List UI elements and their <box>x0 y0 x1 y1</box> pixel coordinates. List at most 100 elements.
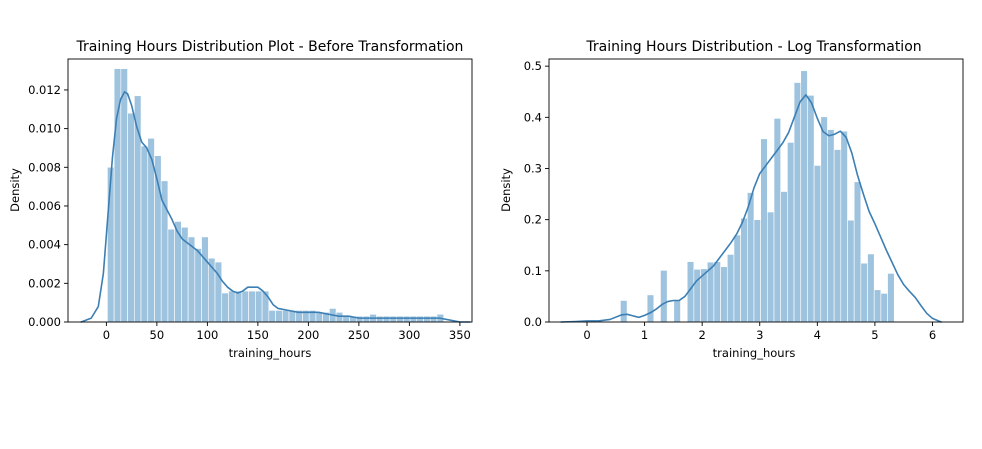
kde-line <box>80 91 471 323</box>
histogram-bar <box>234 290 243 323</box>
histogram-bar <box>827 129 835 323</box>
x-tick-label: 250 <box>348 328 370 342</box>
y-tick-label: 0.1 <box>524 264 542 278</box>
histogram-bar <box>873 289 882 323</box>
y-tick-label: 0.010 <box>28 122 61 136</box>
histogram-bar <box>673 299 681 323</box>
histogram-bar <box>733 234 741 323</box>
histogram-bar <box>747 192 755 323</box>
x-tick-label: 300 <box>398 328 420 342</box>
histogram-bar <box>396 315 404 323</box>
histogram-bar <box>429 315 438 323</box>
histogram-bar <box>423 315 431 323</box>
histogram-bar <box>726 254 735 323</box>
histogram-bar <box>362 315 371 323</box>
y-tick-label: 0.3 <box>524 161 542 175</box>
histogram-bar <box>767 211 775 323</box>
histogram-bar <box>248 290 256 323</box>
histogram-bar <box>860 262 868 323</box>
histogram-bar <box>403 315 411 323</box>
x-tick-label: 200 <box>297 328 319 342</box>
plot-frame <box>67 58 473 323</box>
plot-frame <box>548 58 964 323</box>
histogram-bar <box>853 181 862 323</box>
y-tick-label: 0.5 <box>524 59 542 73</box>
x-tick-label: 3 <box>756 328 763 342</box>
x-tick-label: 5 <box>871 328 878 342</box>
chart-title: Training Hours Distribution - Log Transf… <box>585 39 921 55</box>
histogram-bar <box>167 228 175 323</box>
x-tick-label: 150 <box>247 328 269 342</box>
histogram-bar <box>713 261 721 323</box>
chart-log-transformation: Training Hours Distribution - Log Transf… <box>499 39 964 360</box>
x-axis-label: training_hours <box>229 346 312 360</box>
y-tick-label: 0.002 <box>28 276 61 290</box>
histogram-bar <box>241 290 249 323</box>
histogram-bar <box>760 138 768 323</box>
y-tick-label: 0.012 <box>28 83 61 97</box>
histogram-bar <box>793 82 802 323</box>
x-tick-label: 1 <box>641 328 648 342</box>
plot-area: 0 50 100 150 200 250 300 350 0.000 0.002 0.004 0.00… <box>28 58 473 342</box>
y-tick-label: 0.004 <box>28 238 61 252</box>
histogram-bar <box>221 292 229 323</box>
histogram-bar <box>120 68 128 323</box>
histogram-bar <box>720 266 728 323</box>
histogram-bar <box>376 315 384 323</box>
y-tick-label: 0.0 <box>524 315 542 329</box>
histogram-bar <box>840 130 848 323</box>
histogram-bar <box>800 70 808 323</box>
y-axis-label: Density <box>8 168 22 212</box>
chart-title: Training Hours Distribution Plot - Befor… <box>76 39 464 55</box>
kde-line <box>560 94 942 323</box>
x-tick-label: 0 <box>103 328 110 342</box>
histogram-bar <box>127 112 135 323</box>
histogram-bar <box>807 95 815 323</box>
histogram-bar <box>753 219 761 323</box>
histogram-bar <box>833 149 842 323</box>
histogram-bar <box>194 248 202 323</box>
histogram-bar <box>268 310 276 323</box>
x-tick-label: 350 <box>449 328 471 342</box>
histogram-bar <box>187 236 196 323</box>
histogram-bar <box>409 315 418 323</box>
histogram-bar <box>140 145 149 323</box>
histogram-bar <box>887 273 895 323</box>
histogram-bar <box>255 290 263 323</box>
y-tick-label: 0.000 <box>28 315 61 329</box>
histogram-bar <box>847 219 855 323</box>
histogram-bar <box>281 310 290 323</box>
histogram-bar <box>780 191 788 323</box>
x-tick-label: 6 <box>929 328 936 342</box>
histogram-bar <box>275 310 283 323</box>
y-axis-label: Density <box>499 168 513 212</box>
histogram-bar <box>416 315 424 323</box>
x-axis-label: training_hours <box>713 346 796 360</box>
histogram-bar <box>228 290 236 323</box>
histogram-bar <box>389 315 397 323</box>
histogram-bar <box>820 116 828 323</box>
histogram-bar <box>107 166 115 323</box>
histogram-bar <box>867 253 875 323</box>
histogram-bar <box>740 217 748 323</box>
plot-area: 0 1 2 3 4 5 6 0.0 0.1 0.2 0.3 0.4 0.5 <box>524 58 964 342</box>
histogram-bar <box>342 315 350 323</box>
x-tick-label: 2 <box>698 328 705 342</box>
x-tick-label: 4 <box>814 328 821 342</box>
histogram-bar <box>787 142 795 323</box>
y-tick-label: 0.006 <box>28 199 61 213</box>
x-tick-label: 50 <box>150 328 165 342</box>
histogram-bar <box>813 165 822 323</box>
histogram-bar <box>620 300 628 323</box>
y-tick-label: 0.2 <box>524 213 542 227</box>
x-tick-label: 0 <box>583 328 590 342</box>
histogram-bar <box>382 315 391 323</box>
histogram-bar <box>201 236 209 323</box>
histogram-bar <box>880 293 888 323</box>
histogram-bar <box>315 312 323 323</box>
x-tick-label: 100 <box>196 328 218 342</box>
histogram-bar <box>660 270 668 323</box>
chart-before-transformation: Training Hours Distribution Plot - Befor… <box>8 39 473 360</box>
histogram-bar <box>646 294 655 323</box>
